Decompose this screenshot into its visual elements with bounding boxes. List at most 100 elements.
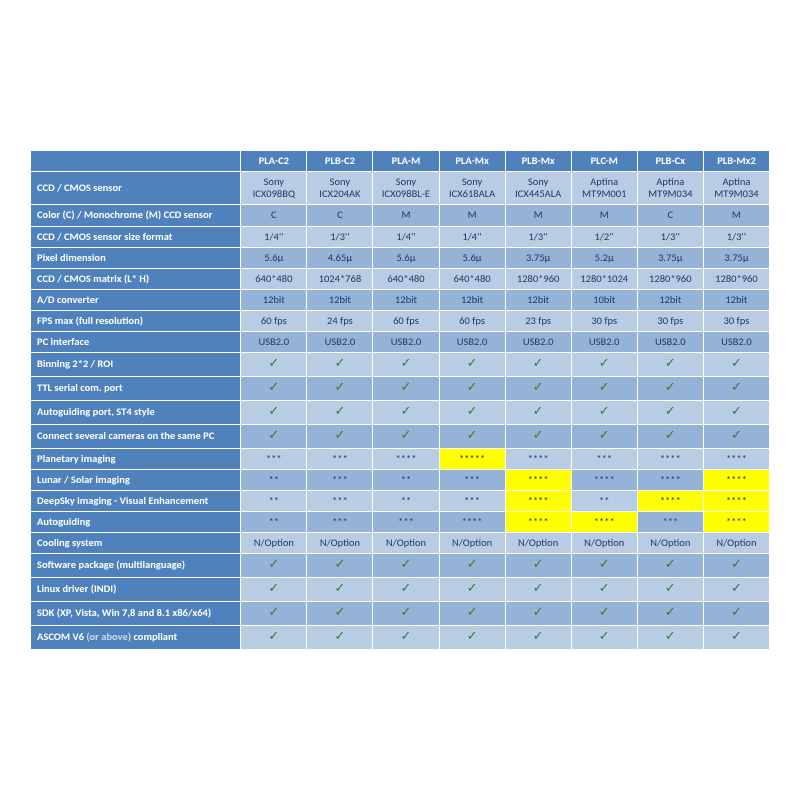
cell-check: ✓ — [703, 553, 769, 577]
row-label: CCD / CMOS sensor size format — [31, 226, 241, 247]
cell-check: ✓ — [241, 553, 307, 577]
table-row: Cooling systemN/OptionN/OptionN/OptionN/… — [31, 532, 770, 553]
cell-check: ✓ — [241, 601, 307, 625]
cell-value: ** — [373, 469, 439, 490]
cell-value: 3.75µ — [505, 247, 571, 268]
col-header: PLB-Cx — [637, 151, 703, 172]
table-row: DeepSky imaging - Visual Enhancement****… — [31, 490, 770, 511]
cell-value: **** — [505, 511, 571, 532]
cell-value: 24 fps — [307, 310, 373, 331]
cell-value: 5.6µ — [439, 247, 505, 268]
cell-value: N/Option — [637, 532, 703, 553]
cell-check: ✓ — [637, 577, 703, 601]
cell-value: ** — [373, 490, 439, 511]
table-row: SDK (XP, Vista, Win 7,8 and 8.1 x86/x64)… — [31, 601, 770, 625]
cell-check: ✓ — [439, 601, 505, 625]
col-header: PLA-Mx — [439, 151, 505, 172]
cell-check: ✓ — [307, 625, 373, 649]
cell-check: ✓ — [637, 553, 703, 577]
row-label: Binning 2*2 / ROI — [31, 352, 241, 376]
cell-check: ✓ — [505, 400, 571, 424]
cell-value: 10bit — [571, 289, 637, 310]
cell-check: ✓ — [307, 424, 373, 448]
table-row: Pixel dimension5.6µ4.65µ5.6µ5.6µ3.75µ5.2… — [31, 247, 770, 268]
cell-value: 1024*768 — [307, 268, 373, 289]
cell-value: USB2.0 — [703, 331, 769, 352]
cell-value: Sony ICX204AK — [307, 172, 373, 205]
cell-check: ✓ — [571, 424, 637, 448]
cell-check: ✓ — [439, 400, 505, 424]
cell-check: ✓ — [505, 376, 571, 400]
cell-check: ✓ — [505, 625, 571, 649]
cell-value: 1/2'' — [571, 226, 637, 247]
row-label: A/D converter — [31, 289, 241, 310]
cell-value: **** — [505, 490, 571, 511]
table-row: ASCOM V6 (or above) compliant✓✓✓✓✓✓✓✓ — [31, 625, 770, 649]
cell-check: ✓ — [505, 601, 571, 625]
cell-check: ✓ — [571, 553, 637, 577]
cell-value: 60 fps — [241, 310, 307, 331]
cell-check: ✓ — [439, 376, 505, 400]
cell-value: N/Option — [241, 532, 307, 553]
cell-value: Sony ICX618ALA — [439, 172, 505, 205]
cell-check: ✓ — [637, 352, 703, 376]
cell-value: 1/4'' — [373, 226, 439, 247]
cell-value: M — [505, 205, 571, 226]
cell-value: Sony ICX098BQ — [241, 172, 307, 205]
cell-check: ✓ — [571, 376, 637, 400]
cell-check: ✓ — [373, 553, 439, 577]
cell-value: *** — [439, 469, 505, 490]
col-header: PLC-M — [571, 151, 637, 172]
cell-value: ** — [241, 469, 307, 490]
cell-check: ✓ — [637, 601, 703, 625]
table-row: CCD / CMOS sensorSony ICX098BQSony ICX20… — [31, 172, 770, 205]
cell-value: M — [439, 205, 505, 226]
col-header: PLA-M — [373, 151, 439, 172]
cell-value: Sony ICX445ALA — [505, 172, 571, 205]
row-label: Pixel dimension — [31, 247, 241, 268]
row-label: Cooling system — [31, 532, 241, 553]
cell-check: ✓ — [241, 376, 307, 400]
cell-value: *** — [307, 469, 373, 490]
cell-value: **** — [571, 511, 637, 532]
cell-value: 1/3'' — [703, 226, 769, 247]
cell-value: **** — [637, 469, 703, 490]
cell-value: 23 fps — [505, 310, 571, 331]
cell-value: ** — [241, 490, 307, 511]
cell-value: 1/4'' — [241, 226, 307, 247]
cell-value: 12bit — [505, 289, 571, 310]
col-header: PLB-C2 — [307, 151, 373, 172]
cell-value: 5.6µ — [241, 247, 307, 268]
cell-check: ✓ — [703, 577, 769, 601]
cell-value: ** — [571, 490, 637, 511]
col-header: PLA-C2 — [241, 151, 307, 172]
cell-value: *** — [307, 511, 373, 532]
cell-check: ✓ — [703, 352, 769, 376]
table-row: A/D converter12bit12bit12bit12bit12bit10… — [31, 289, 770, 310]
cell-value: 30 fps — [703, 310, 769, 331]
cell-value: **** — [703, 469, 769, 490]
cell-value: 12bit — [703, 289, 769, 310]
cell-value: **** — [571, 469, 637, 490]
cell-value: 12bit — [241, 289, 307, 310]
table-row: Linux driver (INDI)✓✓✓✓✓✓✓✓ — [31, 577, 770, 601]
table-row: Binning 2*2 / ROI✓✓✓✓✓✓✓✓ — [31, 352, 770, 376]
row-label: Planetary imaging — [31, 448, 241, 469]
cell-value: *** — [637, 511, 703, 532]
cell-check: ✓ — [571, 400, 637, 424]
cell-value: USB2.0 — [241, 331, 307, 352]
cell-value: N/Option — [373, 532, 439, 553]
cell-value: Aptina MT9M034 — [703, 172, 769, 205]
table-row: Lunar / Solar imaging*******************… — [31, 469, 770, 490]
row-label: DeepSky imaging - Visual Enhancement — [31, 490, 241, 511]
cell-value: USB2.0 — [439, 331, 505, 352]
cell-value: **** — [703, 490, 769, 511]
cell-check: ✓ — [439, 577, 505, 601]
cell-value: **** — [703, 448, 769, 469]
cell-check: ✓ — [571, 601, 637, 625]
cell-value: USB2.0 — [637, 331, 703, 352]
cell-value: 640*480 — [373, 268, 439, 289]
cell-value: USB2.0 — [505, 331, 571, 352]
cell-value: 1280*1024 — [571, 268, 637, 289]
cell-check: ✓ — [373, 601, 439, 625]
